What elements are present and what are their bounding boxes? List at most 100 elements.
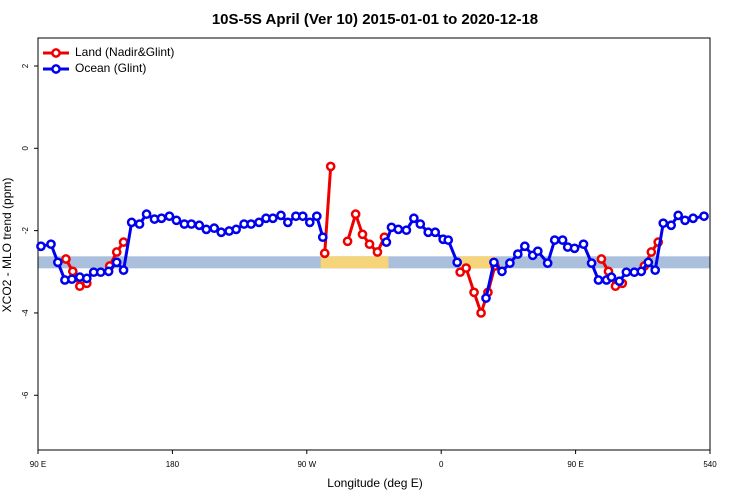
series-point [325, 161, 336, 172]
series-point [231, 224, 242, 235]
series-point [461, 263, 471, 273]
series-point [268, 213, 278, 224]
series-point [557, 235, 568, 245]
series-point [53, 257, 63, 268]
series-point [134, 219, 145, 229]
series-point [646, 247, 657, 257]
series-point [118, 265, 129, 275]
y-tick-label: -4 [21, 309, 30, 317]
x-tick-label: 90 E [30, 460, 46, 469]
series-point [319, 248, 330, 259]
x-tick-label: 90 W [297, 460, 316, 469]
y-tick-label: 2 [21, 63, 30, 68]
series-point [201, 224, 212, 235]
series-point [46, 239, 56, 250]
series-point [497, 266, 507, 277]
series-point [505, 258, 515, 268]
series-point [643, 257, 654, 268]
legend-label: Land (Nadir&Glint) [75, 45, 174, 59]
series-point [512, 249, 523, 259]
x-tick-label: 0 [439, 460, 444, 469]
series-point [276, 210, 286, 221]
series-point [443, 235, 454, 245]
series-point [81, 273, 92, 284]
series-point [489, 257, 499, 268]
x-axis-label: Longitude (deg E) [327, 476, 422, 490]
series-point [67, 266, 78, 277]
series-point [67, 274, 77, 285]
series-point [415, 219, 426, 229]
y-tick-label: -6 [21, 391, 30, 399]
series-point [111, 257, 122, 268]
series-point [401, 225, 412, 236]
series-point [311, 211, 322, 222]
series-point [209, 223, 220, 234]
series-point [476, 308, 486, 318]
series-point [156, 213, 167, 224]
series-point [381, 237, 392, 247]
series-point [36, 241, 46, 252]
series-point [95, 267, 106, 278]
series-point [549, 235, 560, 245]
legend-label: Ocean (Glint) [75, 61, 146, 75]
x-tick-label: 180 [166, 460, 180, 469]
x-tick-label: 90 E [567, 460, 583, 469]
series-point [282, 217, 293, 228]
series-point [578, 239, 589, 250]
series-point [519, 241, 530, 252]
y-axis-label: XCO2 - MLO trend (ppm) [0, 178, 14, 313]
series-point [621, 267, 632, 278]
series-point [688, 213, 698, 224]
series-point [342, 236, 353, 247]
series-point [469, 287, 479, 298]
y-tick-label: 0 [21, 146, 30, 151]
series-point [186, 219, 197, 229]
series-point [254, 217, 264, 228]
series-point [393, 224, 404, 235]
series-point [126, 217, 137, 228]
series-point [409, 213, 419, 224]
series-point [118, 237, 129, 247]
series-point [658, 218, 669, 229]
series-point [666, 220, 677, 231]
series-point [593, 275, 604, 285]
series-point [141, 209, 152, 220]
series-point [430, 227, 441, 238]
series-point [171, 215, 182, 226]
series-point [364, 239, 375, 250]
legend-marker [51, 64, 61, 74]
series-point [452, 257, 463, 268]
series-point [61, 254, 71, 264]
series-point [606, 272, 617, 282]
y-tick-label: -2 [21, 227, 30, 235]
series-point [650, 265, 661, 275]
series-point [164, 211, 175, 222]
series-point [297, 211, 308, 222]
chart-title: 10S-5S April (Ver 10) 2015-01-01 to 2020… [212, 11, 538, 28]
x-tick-label: 540 [703, 460, 717, 469]
series-point [304, 217, 315, 228]
series-point [372, 247, 383, 257]
series-point [542, 258, 553, 268]
series-point [614, 276, 625, 287]
series-point [481, 293, 491, 303]
series-point [246, 219, 256, 229]
series-point [103, 266, 114, 277]
series-point [357, 229, 368, 240]
legend-marker [51, 48, 61, 58]
series-point [111, 247, 122, 257]
land-strip [320, 256, 389, 269]
series-point [569, 243, 580, 254]
series-point [680, 215, 690, 226]
series-point [350, 209, 361, 220]
series-point [317, 232, 328, 243]
series-point [673, 210, 684, 221]
series-point [216, 227, 227, 238]
series-point [532, 246, 543, 257]
series-point [636, 266, 647, 277]
series-point [699, 211, 709, 222]
series-point [596, 254, 607, 264]
series-point [586, 258, 597, 268]
series-point [194, 220, 205, 231]
